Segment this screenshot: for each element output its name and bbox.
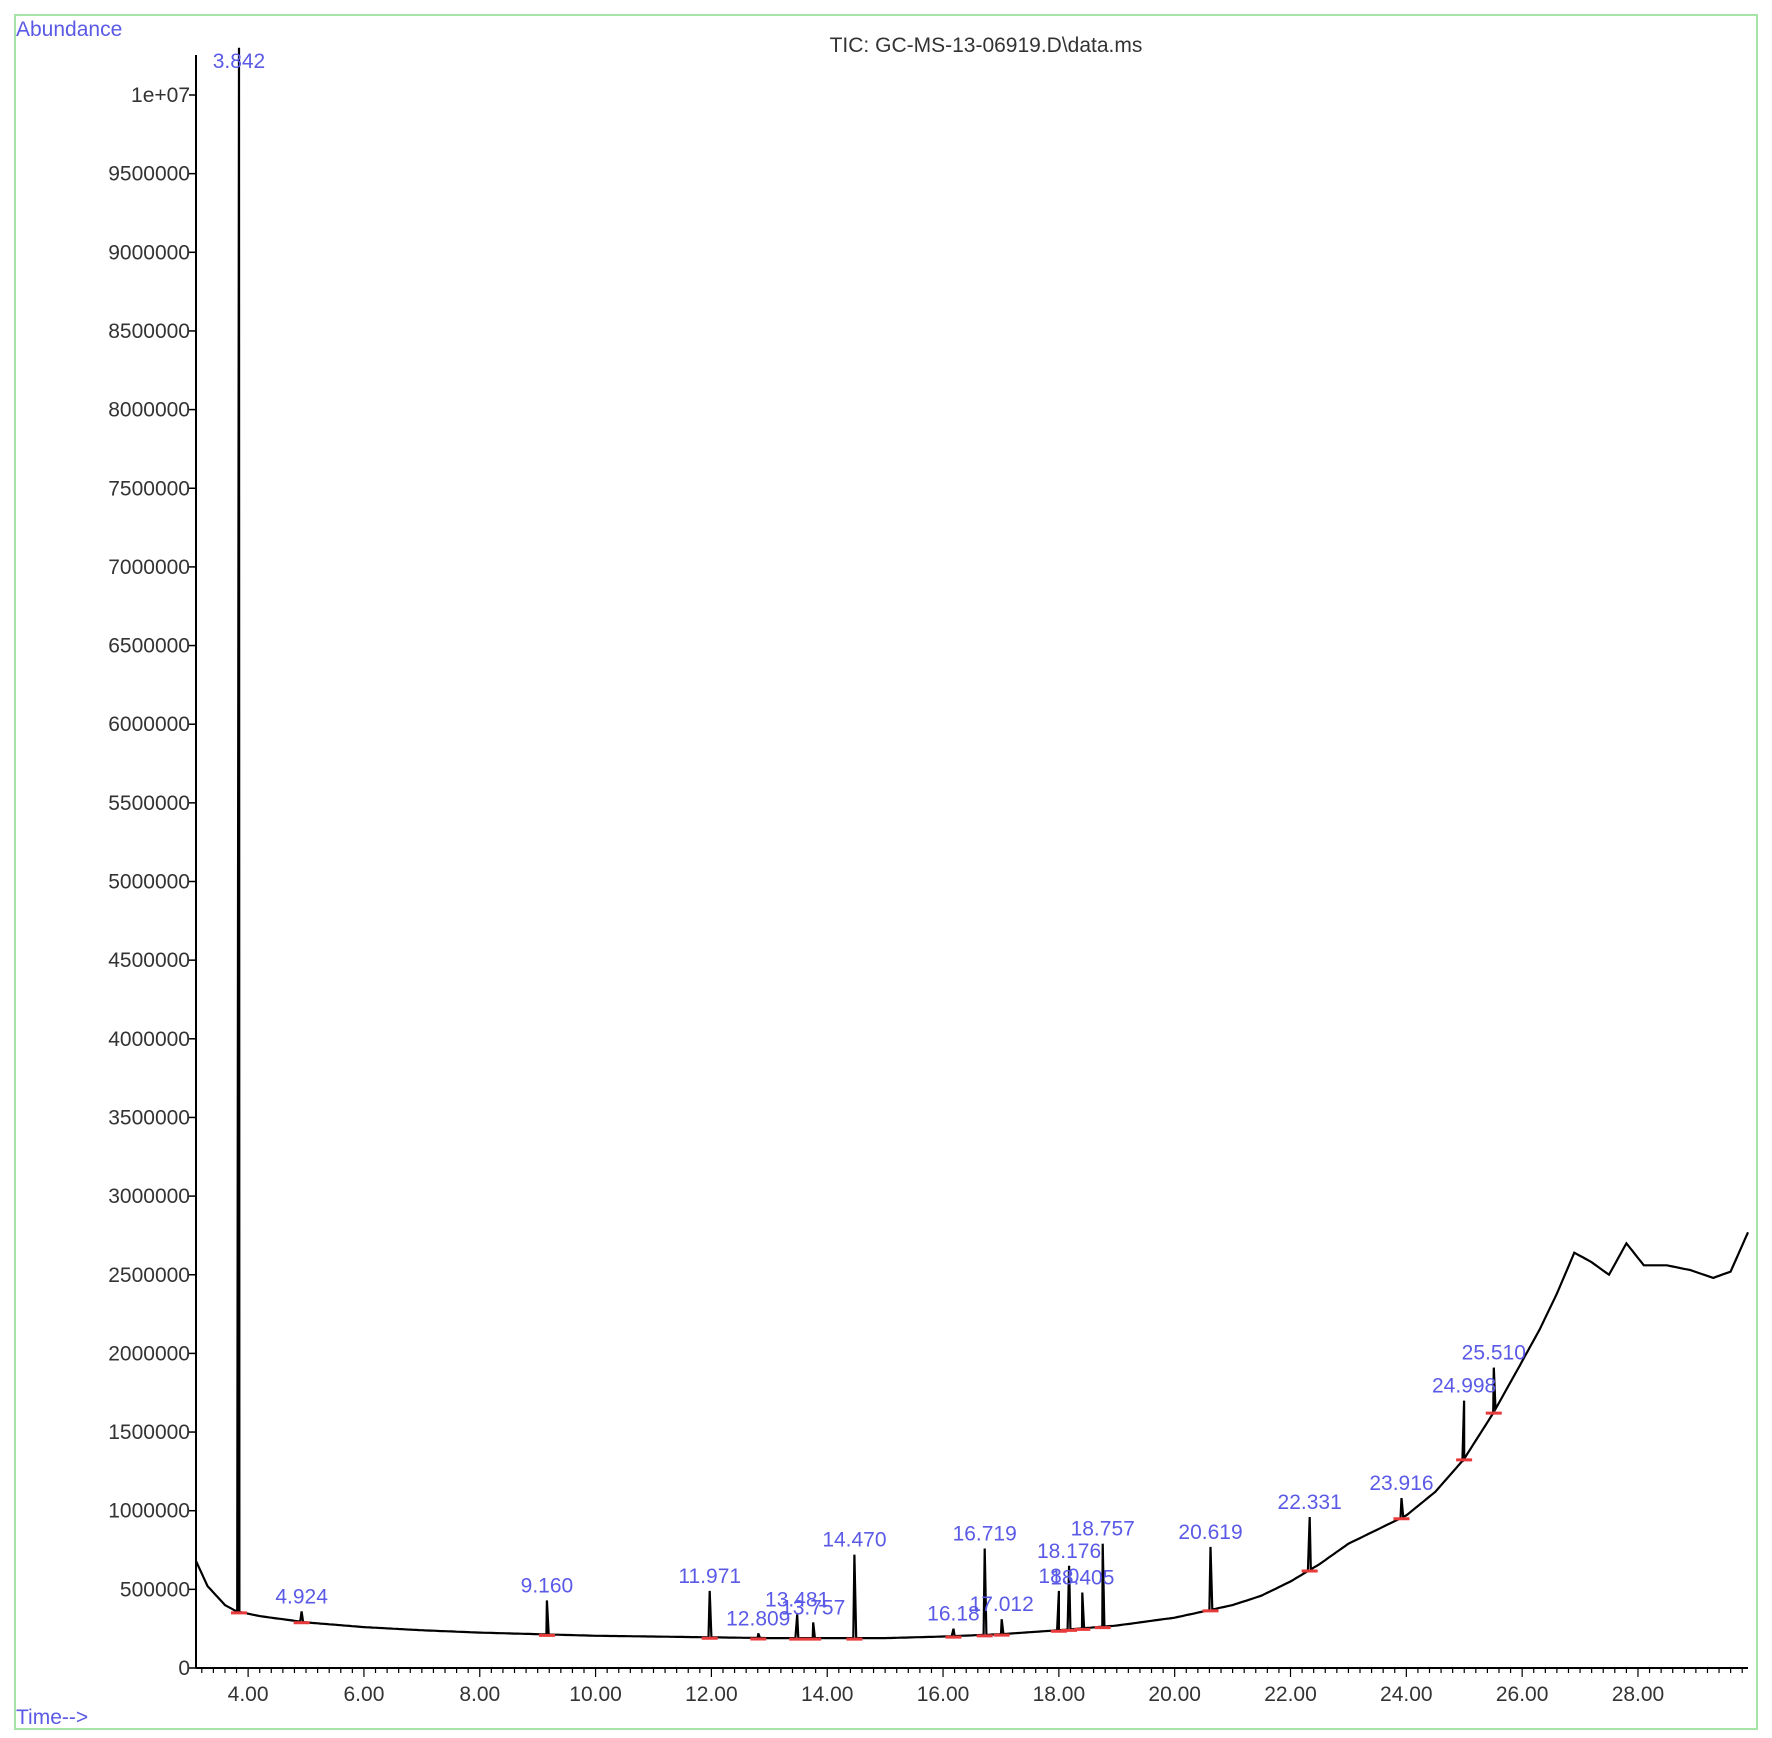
y-tick-label: 4500000 bbox=[108, 949, 190, 972]
y-tick-label: 8000000 bbox=[108, 399, 190, 422]
y-tick-label: 7500000 bbox=[108, 477, 190, 500]
y-axis-title: Abundance bbox=[16, 18, 123, 41]
peak-label: 9.160 bbox=[521, 1574, 574, 1597]
peak-label: 14.470 bbox=[822, 1529, 886, 1552]
y-tick-label: 1000000 bbox=[108, 1500, 190, 1523]
y-tick-label: 1500000 bbox=[108, 1421, 190, 1444]
peak-label: 25.510 bbox=[1462, 1342, 1526, 1365]
axes: 0 500000 1000000 1500000 2000000 2500000 30000… bbox=[108, 55, 1748, 1706]
x-tick-label: 6.00 bbox=[344, 1683, 385, 1706]
y-tick-label: 3500000 bbox=[108, 1106, 190, 1129]
y-tick-label: 6500000 bbox=[108, 635, 190, 658]
peak-label: 22.331 bbox=[1278, 1491, 1342, 1514]
x-tick-label: 28.00 bbox=[1612, 1683, 1665, 1706]
peak-label: 18.757 bbox=[1071, 1518, 1135, 1541]
tic-series-line bbox=[195, 47, 1750, 1640]
peak-label: 18.0 bbox=[1038, 1565, 1079, 1588]
peak-label: 4.924 bbox=[275, 1585, 328, 1608]
peak-label: 17.012 bbox=[970, 1593, 1034, 1616]
y-tick-label: 5000000 bbox=[108, 871, 190, 894]
peak-label: 24.998 bbox=[1432, 1375, 1496, 1398]
y-tick-label: 1e+07 bbox=[131, 84, 190, 107]
y-tick-label: 2500000 bbox=[108, 1264, 190, 1287]
y-tick-label: 4000000 bbox=[108, 1028, 190, 1051]
x-tick-label: 26.00 bbox=[1496, 1683, 1549, 1706]
y-tick-label: 3000000 bbox=[108, 1185, 190, 1208]
x-tick-label: 22.00 bbox=[1264, 1683, 1317, 1706]
x-tick-label: 10.00 bbox=[569, 1683, 622, 1706]
peak-label: 18.176 bbox=[1037, 1540, 1101, 1563]
x-tick-label: 16.00 bbox=[917, 1683, 970, 1706]
y-tick-label: 7000000 bbox=[108, 556, 190, 579]
x-tick-label: 8.00 bbox=[459, 1683, 500, 1706]
y-tick-label: 0 bbox=[178, 1657, 190, 1680]
y-tick-label: 9000000 bbox=[108, 241, 190, 264]
peak-label: 11.971 bbox=[678, 1565, 741, 1588]
peak-label: 20.619 bbox=[1178, 1521, 1242, 1544]
y-tick-label: 6000000 bbox=[108, 713, 190, 736]
peak-label: 16.719 bbox=[953, 1522, 1017, 1545]
peak-label: 3.842 bbox=[213, 50, 266, 73]
x-tick-label: 4.00 bbox=[228, 1683, 269, 1706]
y-tick-label: 9500000 bbox=[108, 163, 190, 186]
y-tick-label: 2000000 bbox=[108, 1342, 190, 1365]
x-tick-label: 24.00 bbox=[1380, 1683, 1433, 1706]
x-tick-label: 20.00 bbox=[1148, 1683, 1201, 1706]
peak-label: 13.757 bbox=[781, 1596, 845, 1619]
peak-label: 16.18 bbox=[927, 1603, 980, 1626]
trace bbox=[195, 47, 1750, 1641]
chart-frame bbox=[14, 14, 1758, 1730]
y-tick-label: 500000 bbox=[120, 1578, 190, 1601]
x-tick-label: 12.00 bbox=[685, 1683, 738, 1706]
peak-label: 18.405 bbox=[1050, 1566, 1114, 1589]
x-axis-title: Time--> bbox=[16, 1706, 89, 1729]
chart-title: TIC: GC-MS-13-06919.D\data.ms bbox=[829, 34, 1143, 57]
peak-label: 12.809 bbox=[726, 1607, 790, 1630]
y-tick-label: 8500000 bbox=[108, 320, 190, 343]
x-tick-label: 18.00 bbox=[1033, 1683, 1086, 1706]
x-tick-label: 14.00 bbox=[801, 1683, 854, 1706]
peak-label: 23.916 bbox=[1369, 1472, 1433, 1495]
y-tick-label: 5500000 bbox=[108, 792, 190, 815]
peak-label: 13.481 bbox=[765, 1589, 829, 1612]
